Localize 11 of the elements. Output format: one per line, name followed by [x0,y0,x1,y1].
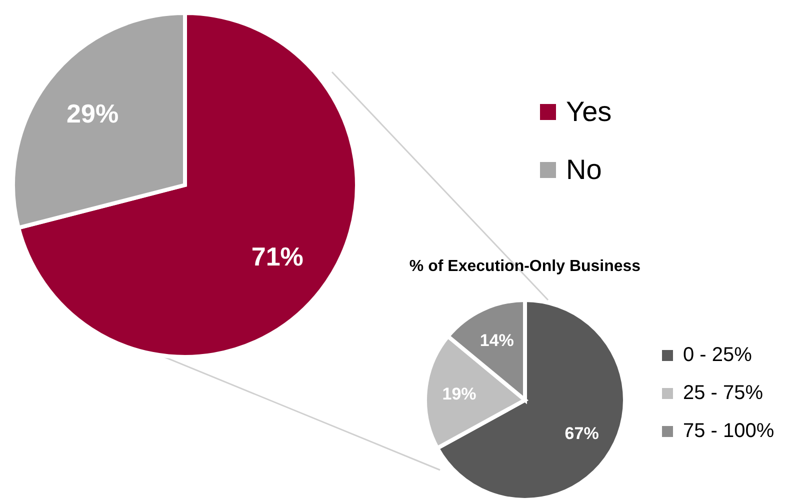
data-label: 71% [251,242,304,272]
legend-label: Yes [566,96,612,127]
data-label: 19% [442,384,476,404]
data-label: 29% [66,98,119,128]
legend-label: 0 - 25% [683,344,752,366]
legend-label: 25 - 75% [683,382,764,404]
chart-title: % of Execution-Only Business [408,258,642,276]
legend-label: 75 - 100% [683,420,774,442]
legend-label: No [566,154,602,185]
data-label: 14% [480,330,514,350]
data-label: 67% [564,424,599,444]
